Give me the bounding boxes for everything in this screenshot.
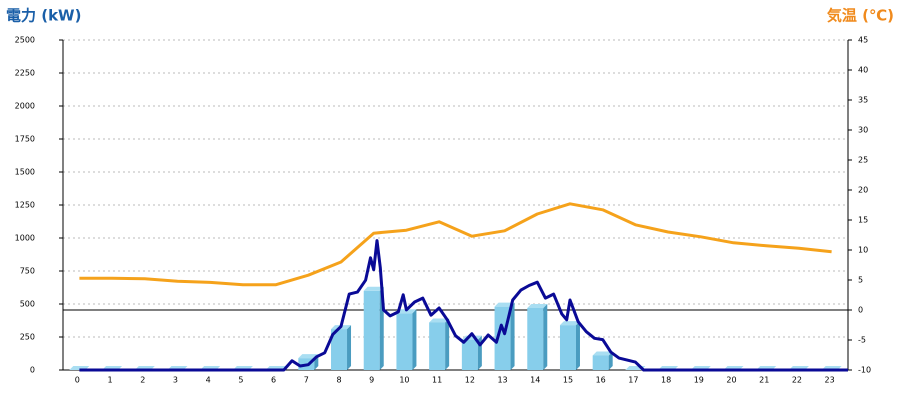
y-tick-label: 1500 [15,168,35,177]
bar-face [445,318,450,370]
bar [592,351,613,370]
bar-face [608,351,613,370]
bar-face [575,321,580,370]
x-tick-label: 10 [399,376,409,385]
x-tick-label: 1 [108,376,113,385]
bar-face [510,302,515,370]
x-tick-label: 9 [369,376,374,385]
y-tick-label: 1000 [15,234,35,243]
y2-tick-label: 45 [858,36,868,45]
bar-face [347,325,352,370]
x-tick-label: 8 [336,376,341,385]
y-tick-label: 2000 [15,102,35,111]
x-tick-label: 0 [75,376,80,385]
line [79,202,832,287]
bar-face [592,351,613,356]
x-tick-label: 19 [694,376,704,385]
y-tick-label: 500 [20,300,35,309]
x-tick-label: 4 [206,376,211,385]
y2-tick-label: 15 [858,216,868,225]
x-tick-label: 11 [432,376,442,385]
x-tick-label: 21 [759,376,769,385]
y2-tick-label: 10 [858,246,868,255]
bar-face [527,303,548,308]
bar [429,318,450,370]
y2-tick-label: 0 [858,306,863,315]
x-tick-label: 20 [726,376,736,385]
bar-face [559,325,576,370]
left-axis-title: 電力 (kW) [6,7,81,25]
bar [363,286,384,370]
x-tick-label: 12 [465,376,475,385]
x-tick-label: 17 [628,376,638,385]
y2-tick-label: 5 [858,276,863,285]
right-axis-title: 気温 (℃) [827,7,894,25]
y-tick-label: 0 [30,366,35,375]
bar-face [559,321,580,326]
x-tick-label: 3 [173,376,178,385]
x-tick-label: 22 [792,376,802,385]
bar [559,321,580,370]
x-tick-label: 14 [530,376,540,385]
x-tick-label: 6 [271,376,276,385]
y-tick-label: 2500 [15,36,35,45]
y2-tick-label: -10 [858,366,871,375]
bar-face [331,329,348,370]
x-tick-label: 16 [596,376,606,385]
bar-face [543,303,548,370]
y2-tick-label: -5 [858,336,866,345]
x-tick-label: 18 [661,376,671,385]
bar-face [527,307,544,370]
bar-face [298,354,319,359]
y2-tick-label: 35 [858,96,868,105]
bar-face [461,339,478,370]
bar-face [363,290,380,370]
bar-face [592,355,609,370]
y-tick-label: 1750 [15,135,35,144]
y-tick-label: 750 [20,267,35,276]
line [79,239,848,372]
y2-tick-label: 25 [858,156,868,165]
x-tick-label: 23 [825,376,835,385]
bar [527,303,548,370]
x-tick-label: 13 [497,376,507,385]
bar-face [429,322,446,370]
y-tick-label: 1250 [15,201,35,210]
bar-face [429,318,450,323]
bar [331,325,352,370]
bar-face [363,286,384,291]
bar [396,309,417,370]
y2-tick-label: 30 [858,126,868,135]
x-tick-label: 15 [563,376,573,385]
bar-face [412,309,417,370]
bar-face [396,313,413,370]
x-tick-label: 5 [238,376,243,385]
y2-tick-label: 20 [858,186,868,195]
y2-tick-label: 40 [858,66,868,75]
bar-face [494,302,515,307]
y-tick-label: 250 [20,333,35,342]
y-tick-label: 2250 [15,69,35,78]
x-tick-label: 2 [140,376,145,385]
x-tick-label: 7 [304,376,309,385]
